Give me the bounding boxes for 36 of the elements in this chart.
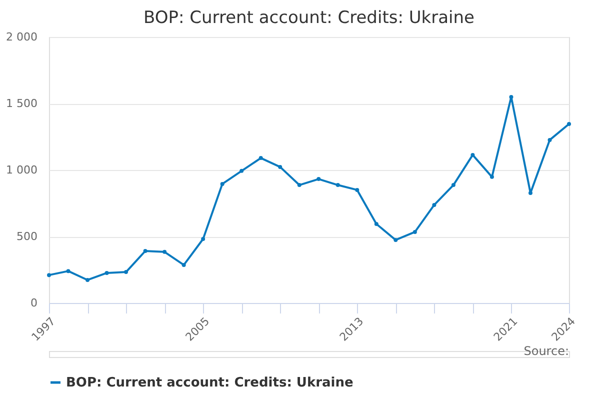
- y-tick-label: 500: [16, 230, 38, 243]
- point: [278, 164, 282, 169]
- point: [124, 270, 128, 274]
- point: [374, 222, 378, 226]
- point: [297, 183, 302, 188]
- point: [66, 269, 70, 274]
- point: [509, 94, 514, 99]
- y-tick-label: 1 000: [6, 164, 38, 176]
- y-tick-label: 0: [30, 296, 38, 310]
- point: [432, 202, 436, 207]
- point: [490, 174, 494, 179]
- point: [86, 278, 90, 282]
- point: [336, 183, 340, 188]
- source-note: Source:: [524, 344, 569, 358]
- point: [258, 156, 263, 160]
- legend-label: BOP: Current account: Credits: Ukraine: [66, 376, 354, 390]
- chart-title: BOP: Current account: Credits: Ukraine: [143, 8, 475, 28]
- point: [104, 270, 109, 275]
- point: [548, 138, 552, 142]
- point: [567, 122, 571, 126]
- point: [451, 183, 456, 188]
- point: [47, 273, 51, 278]
- point: [162, 250, 167, 254]
- point: [316, 177, 321, 182]
- point: [470, 152, 475, 157]
- point: [355, 188, 360, 192]
- point: [201, 237, 206, 242]
- y-tick-label: 1 500: [6, 97, 38, 110]
- y-tick-label: 2 000: [6, 30, 38, 44]
- point: [412, 230, 417, 234]
- point: [240, 168, 244, 173]
- point: [220, 182, 224, 186]
- point: [143, 249, 148, 253]
- point: [528, 191, 532, 196]
- point: [394, 238, 398, 242]
- point: [182, 262, 186, 267]
